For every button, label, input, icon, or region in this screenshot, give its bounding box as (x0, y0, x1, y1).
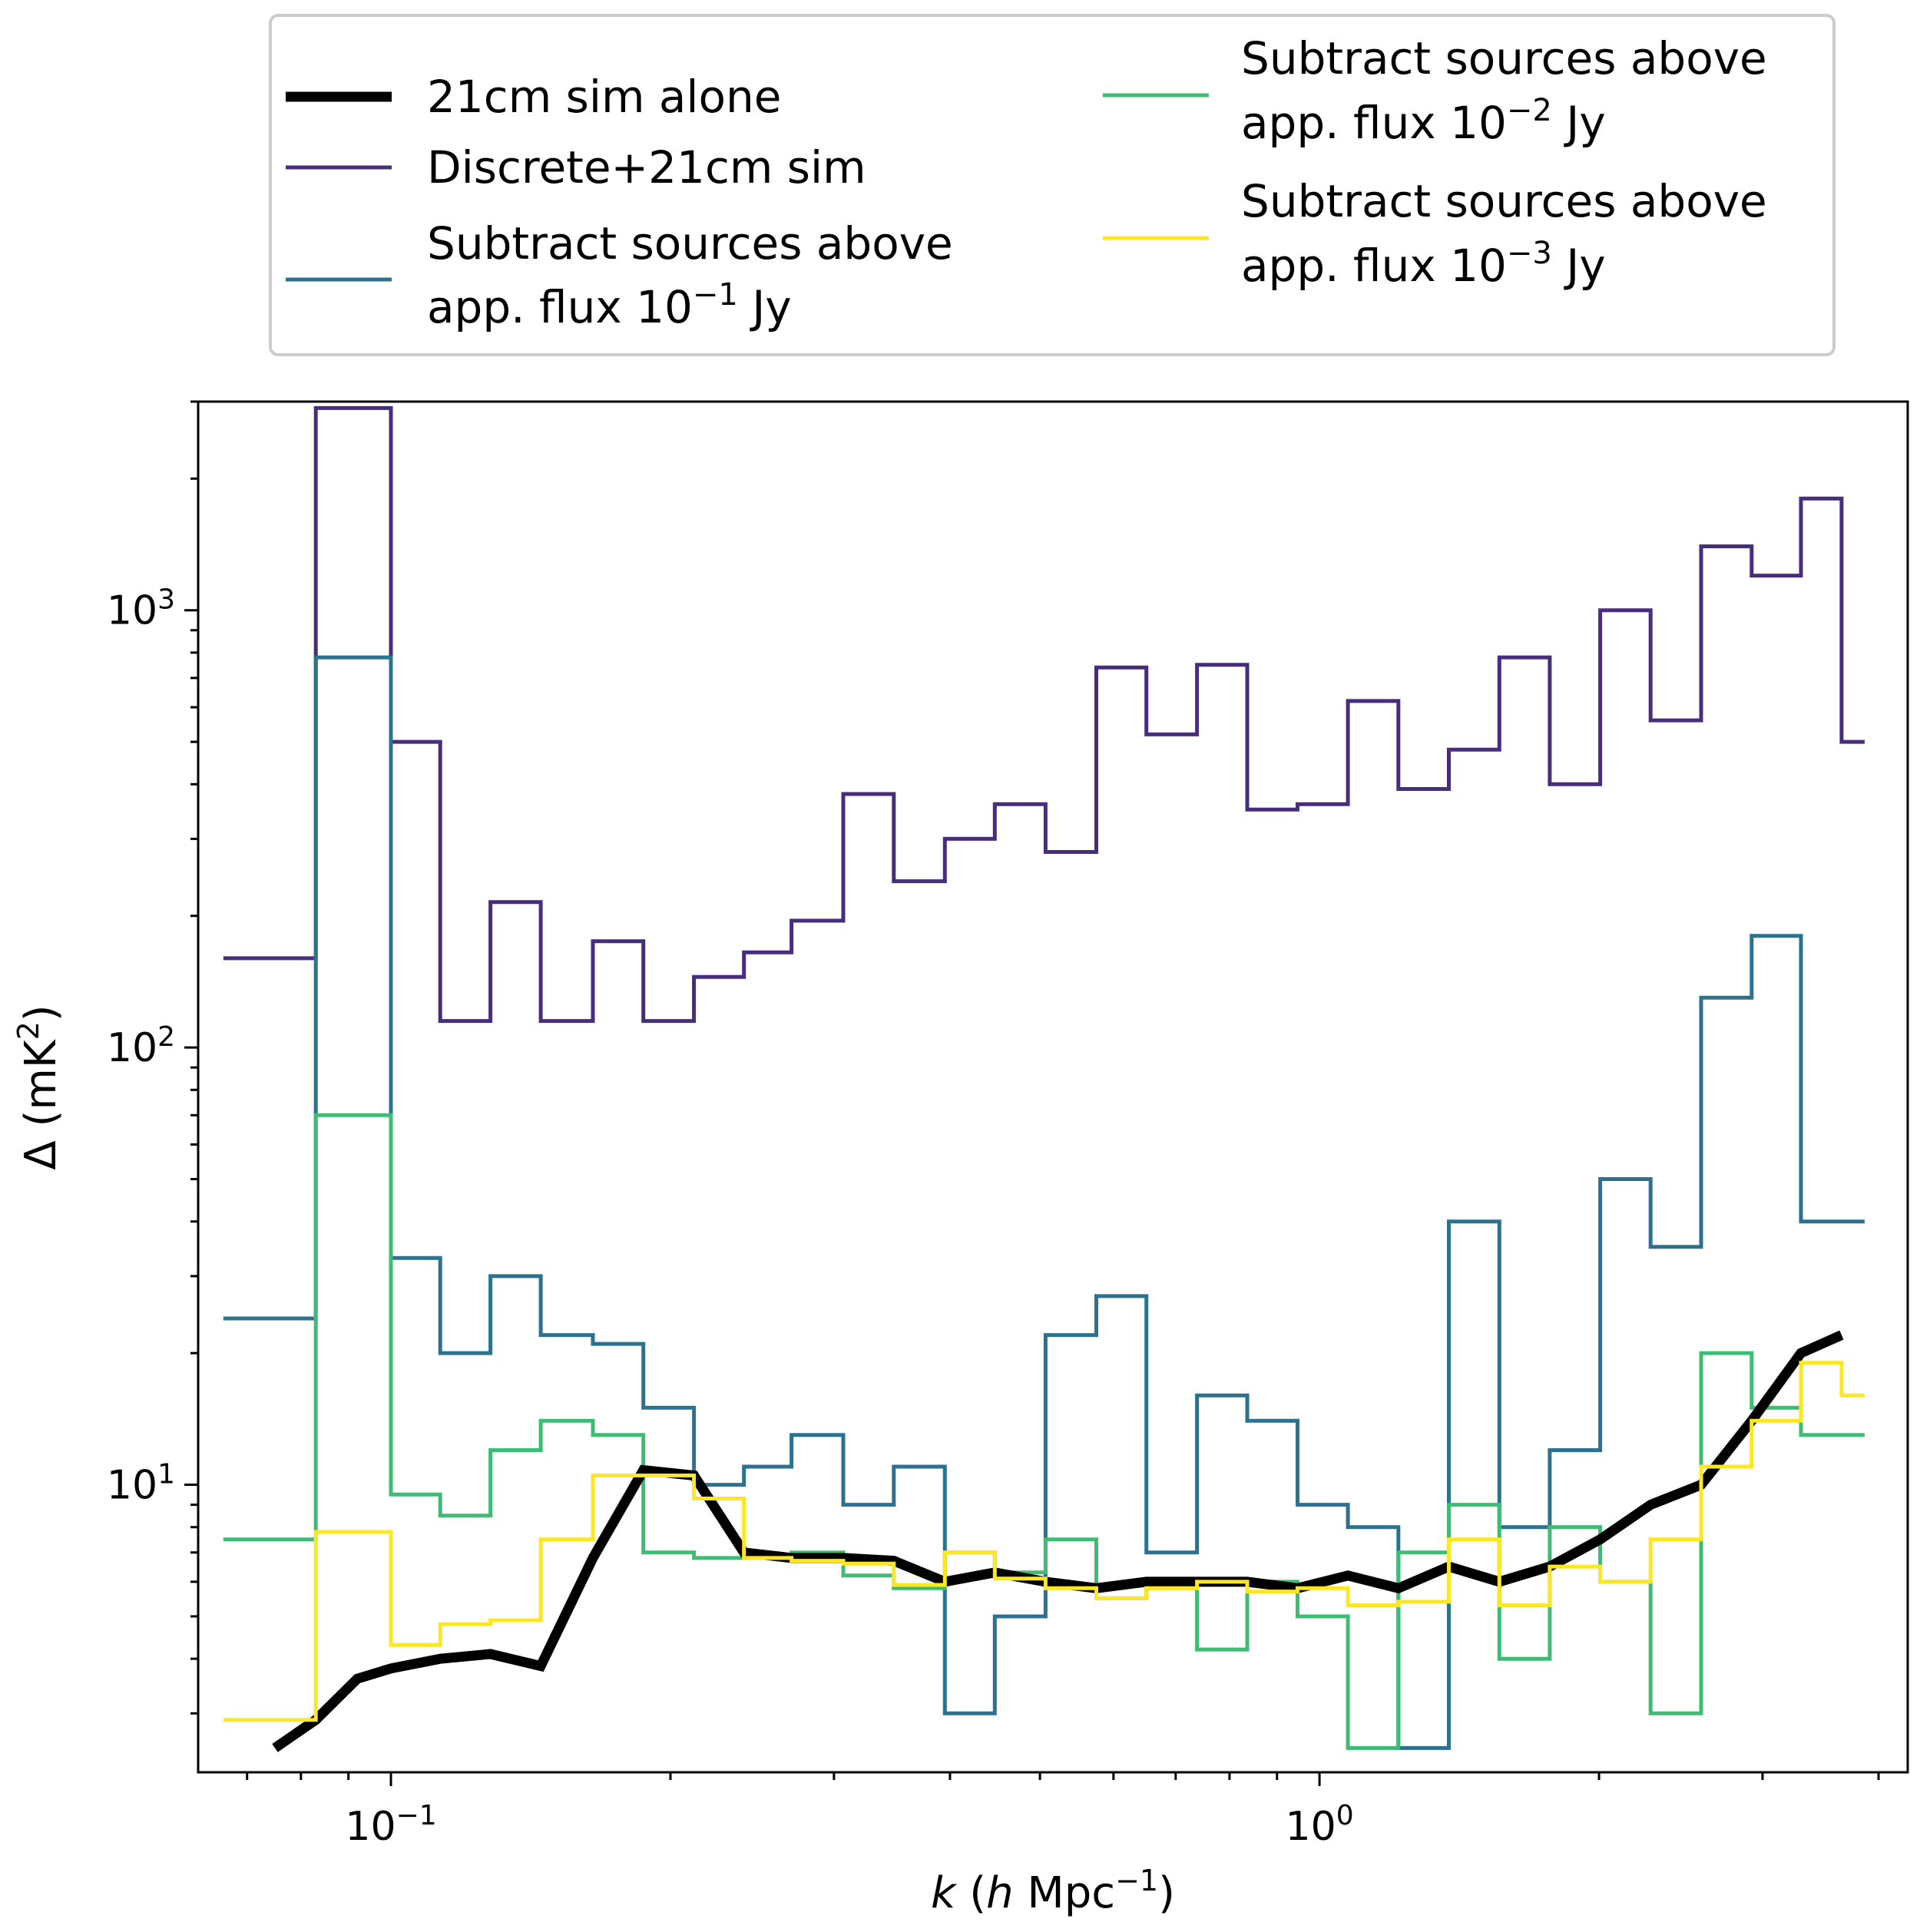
plot-frame (197, 400, 1909, 1774)
y-axis-label-main: Δ (mK (16, 1039, 66, 1170)
legend-label-sim: 21cm sim alone (427, 71, 781, 123)
y-tick-label: 102 (107, 1021, 175, 1072)
legend-frame (269, 14, 1836, 356)
series-line-sim (272, 1330, 1844, 1752)
series-line-discrete (223, 405, 1865, 1024)
legend-label-sub2-line2: app. flux 10−2 Jy (1241, 93, 1606, 149)
plot-area: 10−1 100 101 102 103 (107, 400, 1909, 1851)
x-axis-label-k: k (931, 1868, 958, 1918)
y-axis-label-close: ) (16, 1004, 66, 1021)
x-axis-label-part1: ( (955, 1868, 986, 1918)
y-axis-label: Δ (mK2) (12, 1004, 66, 1169)
legend-label-sub1-line1: Subtract sources above (427, 217, 953, 270)
legend: 21cm sim alone Discrete+21cm sim Subtract … (269, 14, 1836, 356)
series-line-sub3 (223, 1361, 1865, 1722)
y-tick-label: 101 (107, 1458, 175, 1509)
y-axis-label-exp: 2 (12, 1021, 45, 1040)
x-tick-label: 100 (1286, 1800, 1354, 1851)
legend-label-sub1-line2: app. flux 10−1 Jy (427, 277, 792, 333)
legend-label-discrete: Discrete+21cm sim (427, 141, 866, 194)
series-line-sub1 (223, 655, 1865, 1750)
x-axis-label-part2: Mpc (1014, 1868, 1115, 1918)
legend-label-sub3-line2: app. flux 10−3 Jy (1241, 236, 1606, 292)
legend-label-sub2-line1: Subtract sources above (1241, 32, 1767, 84)
x-axis-label-h: h (986, 1868, 1014, 1918)
x-axis-label-part3: ) (1158, 1868, 1175, 1918)
x-axis-label: k (h Mpc−1) (931, 1864, 1175, 1918)
y-tick-label: 103 (107, 584, 175, 634)
legend-label-sub3-line1: Subtract sources above (1241, 175, 1767, 227)
x-tick-label: 10−1 (345, 1800, 436, 1851)
x-axis-label-exp: −1 (1115, 1864, 1158, 1897)
